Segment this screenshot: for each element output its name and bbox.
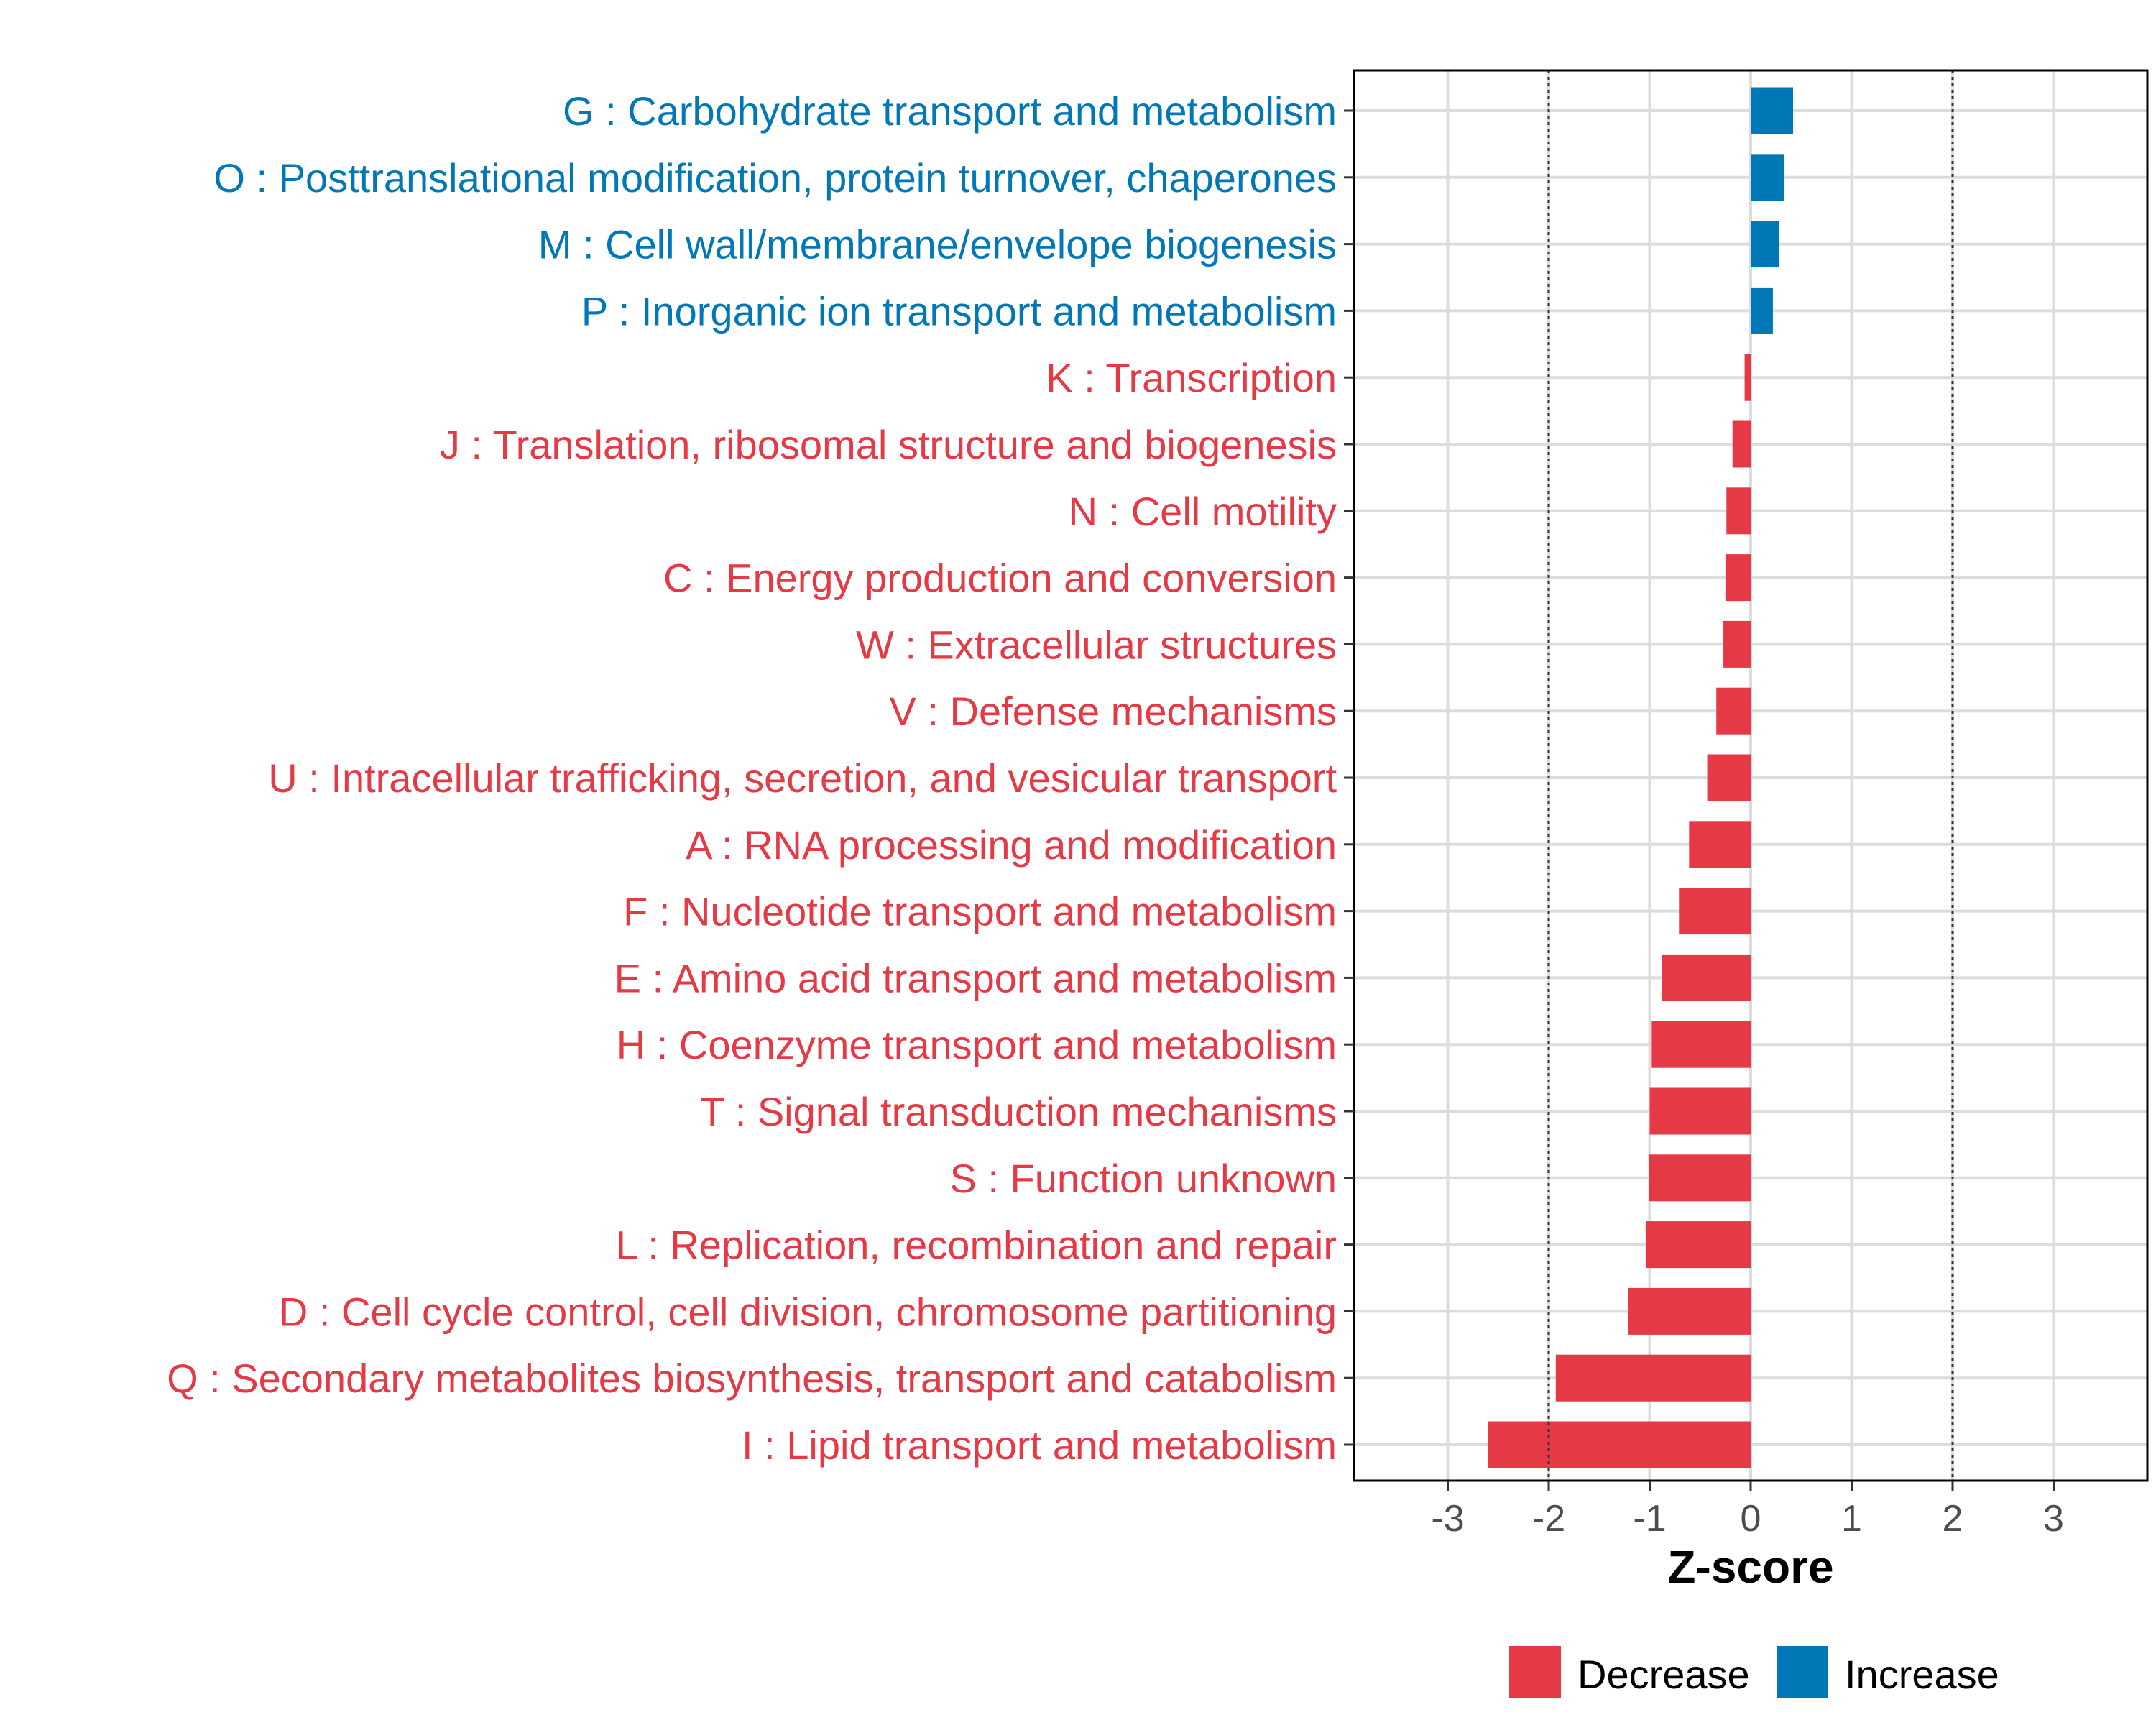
bar-decrease [1649, 1087, 1751, 1135]
bar-increase [1751, 154, 1784, 201]
x-tick-label: 1 [1841, 1498, 1862, 1540]
y-tick-label: V : Defense mechanisms [890, 689, 1337, 734]
bar-increase [1751, 87, 1794, 134]
x-tick-label: 0 [1741, 1498, 1761, 1540]
bar-decrease [1662, 954, 1751, 1001]
bar-increase [1751, 221, 1779, 268]
y-tick-label: E : Amino acid transport and metabolism [614, 955, 1337, 1000]
y-tick-label: D : Cell cycle control, cell division, c… [279, 1289, 1337, 1334]
y-tick-label: G : Carbohydrate transport and metabolis… [563, 88, 1337, 134]
y-tick-label: W : Extracellular structures [856, 622, 1337, 667]
y-tick-label: O : Posttranslational modification, prot… [213, 155, 1337, 201]
bar-decrease [1651, 1021, 1751, 1068]
bar-increase [1751, 287, 1773, 334]
bar-decrease [1744, 354, 1751, 401]
y-tick-label: J : Translation, ribosomal structure and… [440, 422, 1337, 467]
y-tick-label: S : Function unknown [949, 1156, 1337, 1201]
x-tick-label: -2 [1532, 1498, 1565, 1540]
bar-decrease [1716, 687, 1751, 735]
y-tick-label: M : Cell wall/membrane/envelope biogenes… [538, 222, 1337, 267]
bar-decrease [1689, 821, 1751, 868]
x-axis: -3 -2 -1 0 1 2 3 [1431, 1481, 2064, 1540]
bar-decrease [1628, 1287, 1751, 1335]
x-tick-label: 2 [1943, 1498, 1963, 1540]
y-tick-label: F : Nucleotide transport and metabolism [623, 889, 1337, 934]
x-axis-title: Z-score [1667, 1541, 1833, 1593]
x-tick-label: -3 [1431, 1498, 1464, 1540]
x-tick-label: 3 [2043, 1498, 2064, 1540]
bar-decrease [1649, 1154, 1751, 1202]
y-tick-label: Q : Secondary metabolites biosynthesis, … [167, 1356, 1337, 1401]
y-tick-label: A : RNA processing and modification [686, 822, 1337, 868]
y-tick-label: N : Cell motility [1069, 489, 1337, 534]
bar-decrease [1555, 1354, 1751, 1402]
bar-decrease [1723, 620, 1751, 668]
bar-decrease [1645, 1221, 1751, 1269]
bar-decrease [1707, 754, 1751, 801]
legend-label-decrease: Decrease [1577, 1652, 1750, 1697]
legend: Decrease Increase [1509, 1646, 1999, 1698]
legend-swatch-increase [1777, 1646, 1828, 1698]
bars-layer [1488, 87, 1794, 1468]
y-tick-label: L : Replication, recombination and repai… [616, 1223, 1337, 1268]
y-tick-label: H : Coenzyme transport and metabolism [617, 1022, 1337, 1067]
bar-decrease [1725, 554, 1751, 602]
y-axis: G : Carbohydrate transport and metabolis… [167, 88, 1354, 1468]
x-tick-label: -1 [1633, 1498, 1666, 1540]
y-tick-label: P : Inorganic ion transport and metaboli… [581, 288, 1337, 334]
y-tick-label: C : Energy production and conversion [663, 556, 1337, 601]
y-tick-label: U : Intracellular trafficking, secretion… [268, 755, 1337, 801]
bar-decrease [1732, 420, 1751, 468]
y-tick-label: T : Signal transduction mechanisms [700, 1089, 1337, 1134]
y-tick-label: I : Lipid transport and metabolism [742, 1422, 1337, 1468]
y-tick-label: K : Transcription [1046, 355, 1337, 400]
bar-decrease [1679, 888, 1751, 935]
bar-decrease [1488, 1421, 1751, 1468]
bar-decrease [1726, 487, 1751, 535]
legend-swatch-decrease [1509, 1646, 1561, 1698]
reference-lines [1547, 70, 1954, 1481]
legend-label-increase: Increase [1845, 1652, 1999, 1697]
